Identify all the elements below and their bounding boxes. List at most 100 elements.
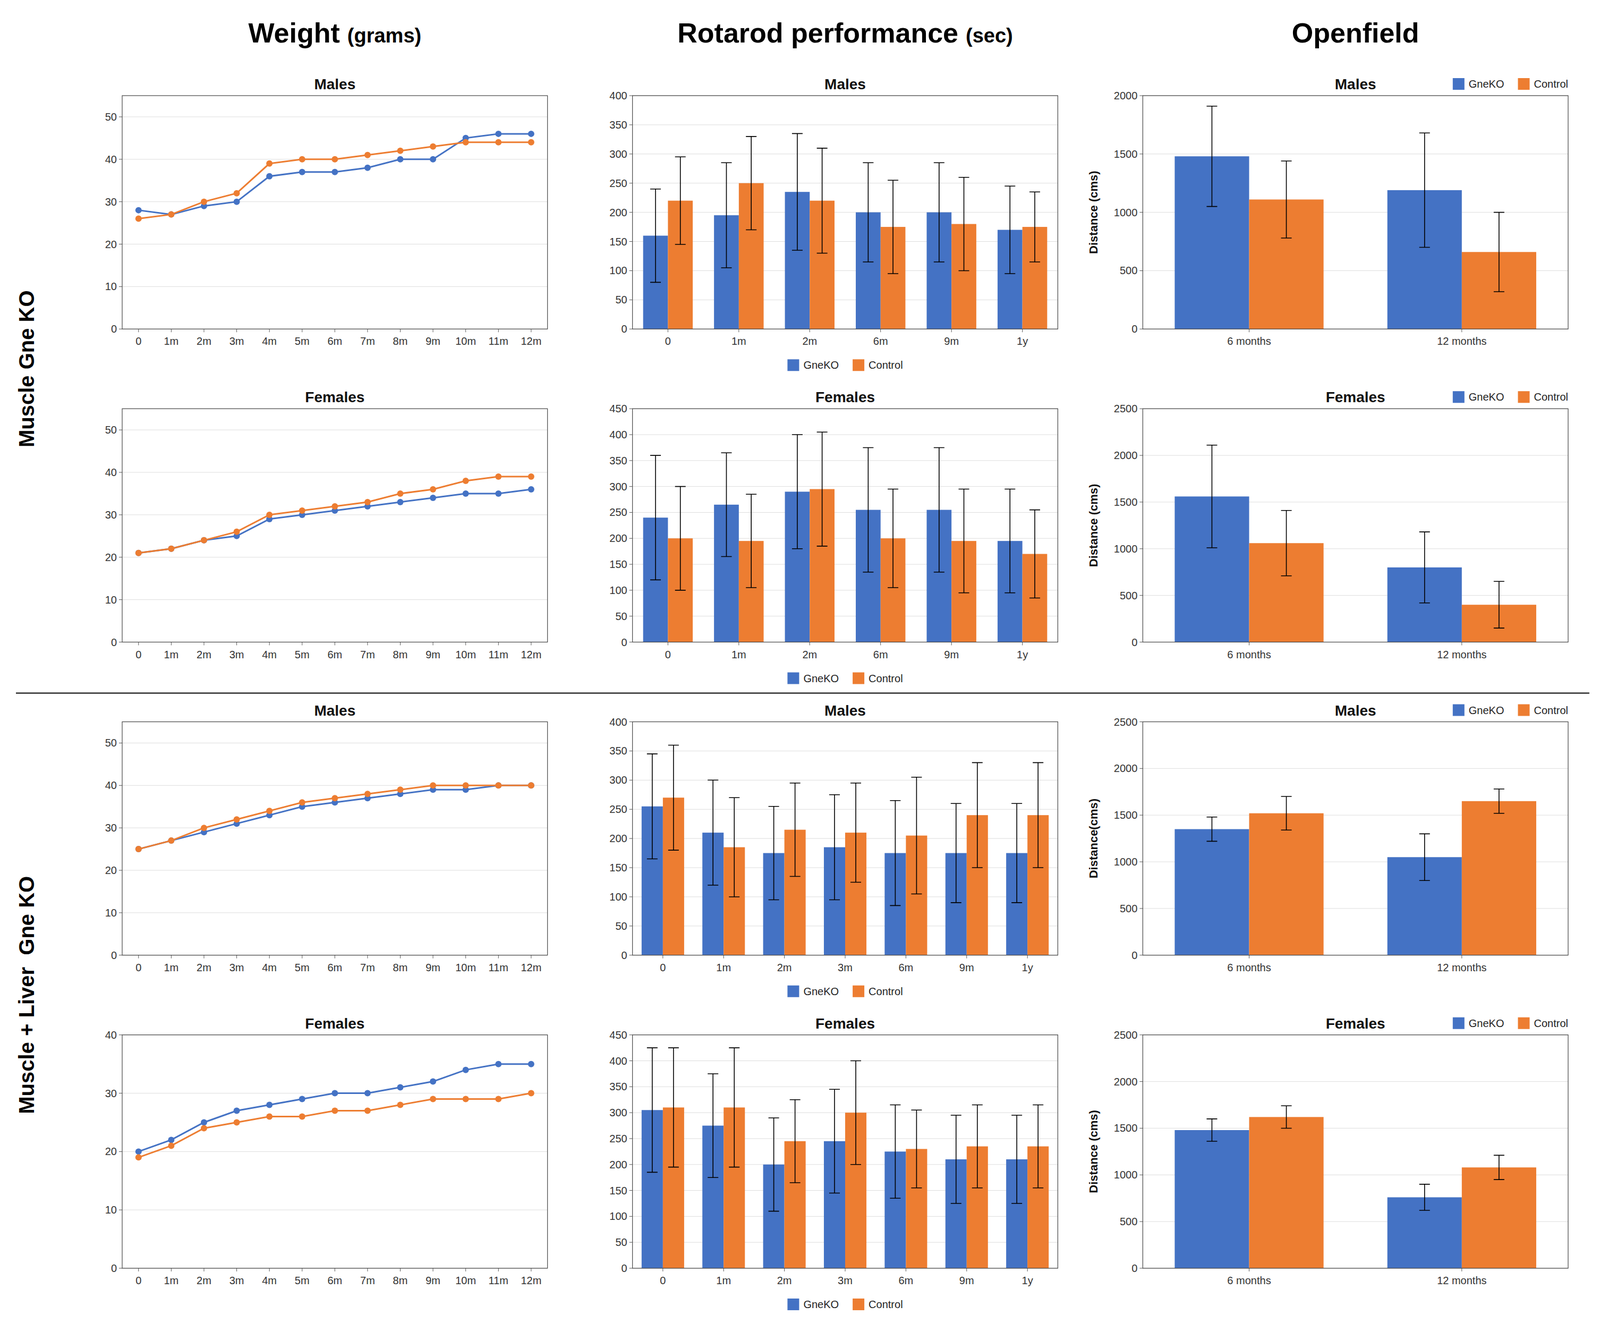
plot-frame <box>632 721 1059 956</box>
bar <box>1461 801 1537 956</box>
line <box>138 489 532 553</box>
x-tick <box>667 642 669 646</box>
y-tick <box>629 153 633 155</box>
y-tick <box>629 270 633 271</box>
y-tick <box>629 1034 633 1035</box>
y-tick <box>118 1209 123 1211</box>
y-tick-label: 40 <box>105 153 117 166</box>
x-tick-label: 2m <box>196 961 212 974</box>
y-tick <box>1139 548 1143 549</box>
y-tick <box>629 867 633 868</box>
error-bar <box>887 180 899 274</box>
x-tick-label: 12 months <box>1436 1274 1487 1287</box>
row-group-label: Muscle + Liver Gne KO <box>14 875 39 1114</box>
x-tick <box>432 1267 434 1272</box>
x-tick-label: 5m <box>294 1274 310 1287</box>
y-tick <box>118 116 123 117</box>
grid-line <box>122 742 548 744</box>
x-tick-label: 8m <box>393 335 408 347</box>
plot-area <box>1174 445 1537 643</box>
x-tick <box>498 1267 499 1272</box>
y-tick <box>118 472 123 473</box>
point <box>331 1090 338 1097</box>
point <box>266 807 273 814</box>
x-tick-label: 10m <box>455 335 476 347</box>
x-tick <box>432 328 434 333</box>
point <box>233 1107 241 1114</box>
y-tick <box>118 514 123 515</box>
error-bar <box>1493 581 1505 628</box>
x-tick <box>966 955 967 959</box>
y-tick <box>629 1163 633 1165</box>
x-tick <box>236 1267 237 1272</box>
point <box>331 168 338 176</box>
x-tick <box>905 1267 907 1272</box>
point <box>364 1090 371 1097</box>
error-bar <box>889 1104 901 1199</box>
point <box>299 507 306 514</box>
y-tick-label: 0 <box>621 949 628 961</box>
x-tick <box>301 1267 303 1272</box>
x-tick <box>1461 1267 1462 1272</box>
error-bar <box>1281 1105 1292 1128</box>
plot-frame <box>632 408 1059 642</box>
x-tick <box>432 642 434 646</box>
x-tick <box>1027 955 1028 959</box>
x-tick <box>530 955 532 959</box>
legend-label: GneKO <box>803 359 839 371</box>
error-bar <box>972 1104 983 1188</box>
x-tick <box>138 955 139 959</box>
point <box>495 473 502 480</box>
x-tick-label: 9m <box>425 648 441 661</box>
x-tick-label: 1m <box>731 648 747 661</box>
error-bar <box>1011 803 1023 903</box>
y-tick-label: 2000 <box>1113 449 1138 462</box>
error-bar <box>728 797 740 897</box>
error-bar <box>728 1047 740 1168</box>
error-bar <box>675 156 686 245</box>
legend-swatch <box>1452 704 1465 717</box>
point <box>167 211 175 218</box>
legend-swatch <box>852 985 865 998</box>
y-tick <box>118 158 123 160</box>
x-tick-label: 9m <box>943 335 959 347</box>
plot-frame <box>122 1034 548 1268</box>
x-tick <box>667 328 669 333</box>
x-tick-label: 12 months <box>1436 335 1487 347</box>
x-tick-label: 7m <box>360 335 376 347</box>
y-tick-label: 450 <box>609 1028 627 1041</box>
point <box>462 1066 470 1074</box>
legend-label: Control <box>868 672 903 685</box>
y-tick-label: 0 <box>111 322 117 335</box>
grid-line <box>1142 153 1569 155</box>
point <box>135 207 142 214</box>
y-tick-label: 20 <box>105 1145 117 1157</box>
error-bar <box>768 806 780 900</box>
point <box>495 781 502 789</box>
y-tick-label: 30 <box>105 1087 117 1100</box>
point <box>233 1118 241 1126</box>
panel-title: Females <box>1325 1015 1386 1032</box>
section-divider <box>15 692 1590 694</box>
legend-swatch <box>852 359 865 371</box>
error-bar <box>650 455 661 580</box>
x-tick <box>723 1267 725 1272</box>
point <box>429 143 437 150</box>
point <box>167 1136 175 1143</box>
y-tick-label: 2000 <box>1113 762 1138 774</box>
legend-swatch <box>1452 78 1465 90</box>
grid-line <box>632 299 1059 301</box>
point <box>167 545 175 552</box>
x-tick <box>301 328 303 333</box>
error-bar <box>720 162 732 268</box>
legend-label: Control <box>1534 390 1569 403</box>
panel-title: Females <box>304 1015 365 1032</box>
point <box>429 156 437 163</box>
y-tick <box>118 286 123 287</box>
point <box>233 190 241 197</box>
y-tick <box>1139 1174 1143 1176</box>
grid-line <box>632 1060 1059 1061</box>
y-tick-label: 0 <box>111 949 117 961</box>
y-tick <box>1139 1034 1143 1035</box>
y-tick <box>1139 594 1143 596</box>
